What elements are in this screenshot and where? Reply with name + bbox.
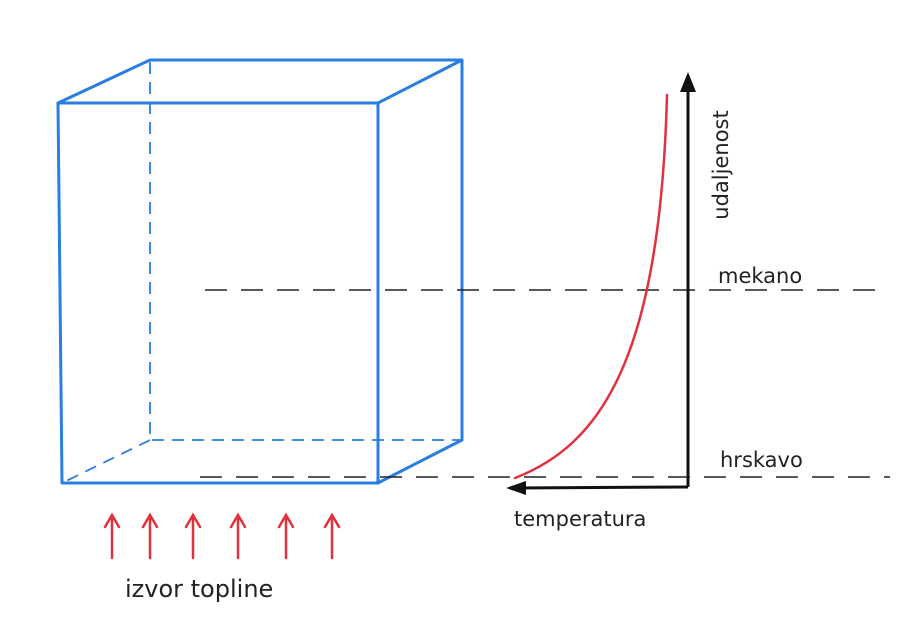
x-axis-label: temperatura (514, 507, 646, 531)
heat-arrow (229, 512, 247, 560)
heat-source-label: izvor topline (125, 575, 273, 603)
heat-arrow (323, 512, 341, 560)
heat-arrow (141, 512, 159, 560)
x-axis-arrowhead (506, 481, 526, 495)
crispy-label: hrskavo (720, 448, 803, 472)
heat-arrow (103, 512, 121, 560)
box-front-face (56, 101, 380, 485)
box-top-right-edges (56, 58, 464, 485)
box-hidden-edges (61, 62, 462, 484)
y-axis-arrowhead (680, 72, 696, 92)
axes (506, 72, 696, 495)
y-axis-label: udaljenost (709, 110, 733, 219)
heat-arrow (277, 512, 295, 560)
x-axis (514, 485, 689, 490)
heat-arrow (184, 512, 202, 560)
soft-label: mekano (718, 264, 802, 288)
temperature-curve (513, 93, 669, 480)
heat-arrows (103, 512, 341, 560)
box (56, 58, 464, 485)
